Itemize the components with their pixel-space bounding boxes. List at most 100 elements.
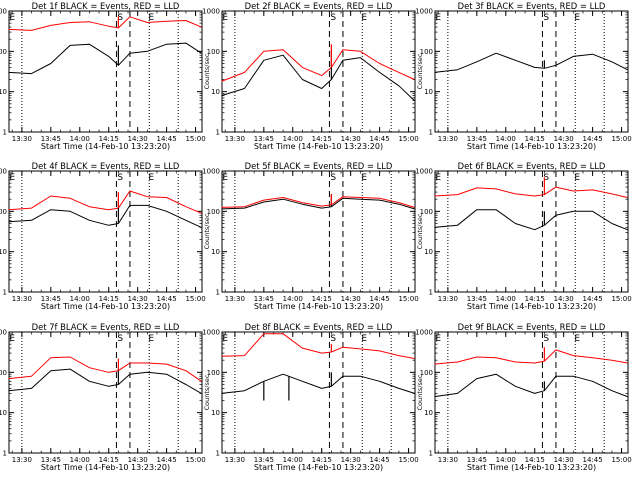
marker-label: E xyxy=(148,13,154,23)
y-tick-label: 1000 xyxy=(415,329,433,337)
x-tick-label: 15:00 xyxy=(398,135,418,143)
marker-label: E xyxy=(9,13,15,23)
x-tick-label: 14:00 xyxy=(70,135,90,143)
marker-label: S xyxy=(330,13,336,23)
x-tick-label: 14:45 xyxy=(370,135,390,143)
marker-label: E xyxy=(574,334,580,344)
x-tick-label: 13:45 xyxy=(41,456,61,464)
panel-title: Det 7f BLACK = Events, RED = LLD xyxy=(32,322,180,332)
x-tick-label: 14:00 xyxy=(70,295,90,303)
lld-series-line xyxy=(434,186,628,198)
lld-series-line xyxy=(8,16,202,31)
x-tick-label: 14:45 xyxy=(583,135,603,143)
events-series-line xyxy=(434,209,628,231)
plot-frame xyxy=(8,10,203,133)
x-axis-label: Start Time (14-Feb-10 13:23:20) xyxy=(254,142,383,151)
marker-label: E xyxy=(435,173,441,183)
lld-series-line xyxy=(8,356,202,382)
x-axis-label: Start Time (14-Feb-10 13:23:20) xyxy=(467,463,596,472)
lld-series-line xyxy=(434,349,628,365)
x-tick-label: 14:15 xyxy=(99,135,119,143)
x-axis-label: Start Time (14-Feb-10 13:23:20) xyxy=(254,463,383,472)
y-axis-label: Counts/sec xyxy=(416,213,424,249)
x-tick-label: 13:30 xyxy=(438,456,458,464)
plot-frame xyxy=(221,331,416,454)
panel-det-1: Det 1f BLACK = Events, RED = LLD 1 10 100 10… xyxy=(0,1,206,151)
y-tick-label: 100 xyxy=(207,48,220,56)
x-tick-label: 14:15 xyxy=(525,456,545,464)
lld-series-line xyxy=(221,333,415,359)
x-axis-label: Start Time (14-Feb-10 13:23:20) xyxy=(254,302,383,311)
y-tick-label: 10 xyxy=(0,88,7,96)
x-tick-label: 15:00 xyxy=(185,135,205,143)
lld-series-line xyxy=(8,190,202,214)
panel-det-4: Det 4f BLACK = Events, RED = LLD 1 10 100 10… xyxy=(0,161,206,311)
plot-frame xyxy=(434,170,629,293)
y-tick-label: 1000 xyxy=(202,8,220,16)
y-tick-label: 1000 xyxy=(0,329,7,337)
x-tick-label: 14:15 xyxy=(312,135,332,143)
marker-label: S xyxy=(117,13,123,23)
y-tick-label: 10 xyxy=(424,248,433,256)
y-tick-label: 1000 xyxy=(0,168,7,176)
y-tick-label: 100 xyxy=(420,369,433,377)
x-tick-label: 13:30 xyxy=(12,456,32,464)
plot-frame xyxy=(221,10,416,133)
x-tick-label: 13:45 xyxy=(41,295,61,303)
panel-det-8: Det 8f BLACK = Events, RED = LLD 1 10 100 10… xyxy=(202,322,418,472)
x-tick-label: 15:00 xyxy=(611,295,631,303)
x-tick-label: 13:45 xyxy=(254,295,274,303)
x-tick-label: 14:15 xyxy=(525,135,545,143)
x-tick-label: 13:30 xyxy=(225,135,245,143)
x-tick-label: 13:30 xyxy=(438,135,458,143)
y-tick-label: 10 xyxy=(211,88,220,96)
x-axis-label: Start Time (14-Feb-10 13:23:20) xyxy=(41,302,170,311)
x-tick-label: 15:00 xyxy=(185,456,205,464)
x-tick-label: 13:45 xyxy=(467,456,487,464)
y-tick-label: 1 xyxy=(3,450,7,458)
x-tick-label: 14:00 xyxy=(496,295,516,303)
x-tick-label: 14:45 xyxy=(583,295,603,303)
y-tick-label: 10 xyxy=(424,88,433,96)
x-tick-label: 13:45 xyxy=(254,135,274,143)
y-tick-label: 1 xyxy=(216,289,220,297)
panel-det-5: Det 5f BLACK = Events, RED = LLD 1 10 100 10… xyxy=(202,161,418,311)
y-tick-label: 10 xyxy=(0,248,7,256)
x-tick-label: 14:45 xyxy=(157,456,177,464)
panel-det-2: Det 2f BLACK = Events, RED = LLD 1 10 100 10… xyxy=(202,1,418,151)
marker-label: E xyxy=(222,334,228,344)
y-tick-label: 100 xyxy=(0,369,7,377)
panel-title: Det 2f BLACK = Events, RED = LLD xyxy=(245,1,393,11)
y-tick-label: 100 xyxy=(207,369,220,377)
y-axis-label: Counts/sec xyxy=(203,53,211,89)
x-tick-label: 13:30 xyxy=(225,295,245,303)
x-tick-label: 14:15 xyxy=(99,295,119,303)
y-tick-label: 10 xyxy=(424,409,433,417)
x-tick-label: 14:15 xyxy=(525,295,545,303)
marker-label: E xyxy=(361,173,367,183)
y-tick-label: 100 xyxy=(420,48,433,56)
panel-title: Det 8f BLACK = Events, RED = LLD xyxy=(245,322,393,332)
panel-det-7: Det 7f BLACK = Events, RED = LLD 1 10 100 10… xyxy=(0,322,206,472)
y-tick-label: 1 xyxy=(429,129,433,137)
x-tick-label: 14:45 xyxy=(157,295,177,303)
y-tick-label: 1 xyxy=(3,129,7,137)
x-tick-label: 14:15 xyxy=(312,456,332,464)
y-tick-label: 1000 xyxy=(415,168,433,176)
panel-title: Det 1f BLACK = Events, RED = LLD xyxy=(32,1,180,11)
x-tick-label: 14:30 xyxy=(554,456,574,464)
panel-det-9: Det 9f BLACK = Events, RED = LLD 1 10 100 10… xyxy=(415,322,631,472)
x-tick-label: 14:45 xyxy=(583,456,603,464)
y-tick-label: 10 xyxy=(0,409,7,417)
marker-label: S xyxy=(543,13,549,23)
x-tick-label: 14:00 xyxy=(283,456,303,464)
panel-title: Det 5f BLACK = Events, RED = LLD xyxy=(245,161,393,171)
plot-frame xyxy=(434,10,629,133)
x-tick-label: 14:15 xyxy=(99,456,119,464)
y-tick-label: 1 xyxy=(216,129,220,137)
events-series-line xyxy=(8,368,202,394)
panel-title: Det 6f BLACK = Events, RED = LLD xyxy=(458,161,606,171)
events-series-line xyxy=(221,54,415,101)
x-tick-label: 14:45 xyxy=(370,456,390,464)
x-tick-label: 14:00 xyxy=(283,135,303,143)
